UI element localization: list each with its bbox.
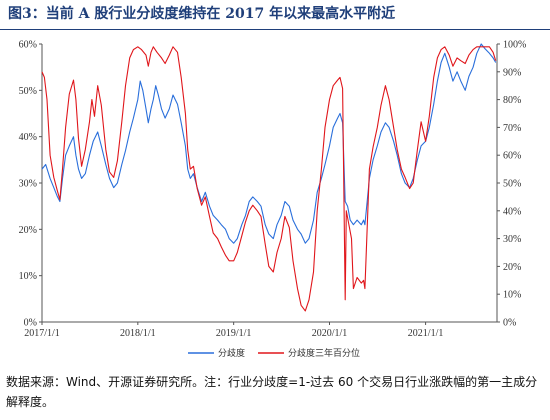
x-tick-label: 2019/1/1 [216, 328, 252, 339]
y-right-tick-label: 80% [503, 95, 521, 106]
y-right-tick-label: 60% [503, 151, 521, 162]
y-left-tick-label: 60% [19, 40, 37, 51]
figure-title: 图3：当前 A 股行业分歧度维持在 2017 年以来最高水平附近 [8, 6, 396, 22]
y-left-tick-label: 40% [19, 132, 37, 143]
y-right-tick-label: 40% [503, 206, 521, 217]
x-tick-label: 2018/1/1 [120, 328, 156, 339]
x-tick-label: 2020/1/1 [312, 328, 348, 339]
source-note: 数据来源：Wind、开源证券研究所。注：行业分歧度=1-过去 60 个交易日行业… [6, 375, 538, 409]
legend-label: 分歧度三年百分位 [288, 347, 360, 359]
legend-label: 分歧度 [218, 347, 245, 359]
y-right-tick-label: 70% [503, 123, 521, 134]
title-rule [0, 29, 550, 30]
y-right-tick-label: 100% [503, 40, 526, 51]
y-left-tick-label: 30% [19, 179, 37, 190]
y-right-tick-label: 50% [503, 179, 521, 190]
axes: 0% 10% 20% 30% 40% 50% 60% 0% 10% 20% 30% 40% 50% 60%… [19, 40, 527, 340]
x-tick-label: 2021/1/1 [408, 328, 444, 339]
x-tick-label: 2017/1/1 [24, 328, 60, 339]
y-left-tick-label: 10% [19, 271, 37, 282]
y-right-tick-label: 90% [503, 67, 521, 78]
y-right-tick-label: 0% [503, 318, 516, 329]
chart: 0% 10% 20% 30% 40% 50% 60% 0% 10% 20% 30% 40% 50% 60%… [19, 40, 527, 360]
y-right-tick-label: 10% [503, 290, 521, 301]
y-right-tick-label: 30% [503, 234, 521, 245]
series-line-divergence [41, 43, 497, 244]
y-right-tick-label: 20% [503, 262, 521, 273]
y-left-tick-label: 20% [19, 225, 37, 236]
y-left-tick-label: 0% [24, 318, 37, 329]
legend: 分歧度 分歧度三年百分位 [188, 347, 360, 359]
series-lines [41, 43, 497, 312]
series-line-percentile [41, 46, 497, 312]
y-left-tick-label: 50% [19, 86, 37, 97]
